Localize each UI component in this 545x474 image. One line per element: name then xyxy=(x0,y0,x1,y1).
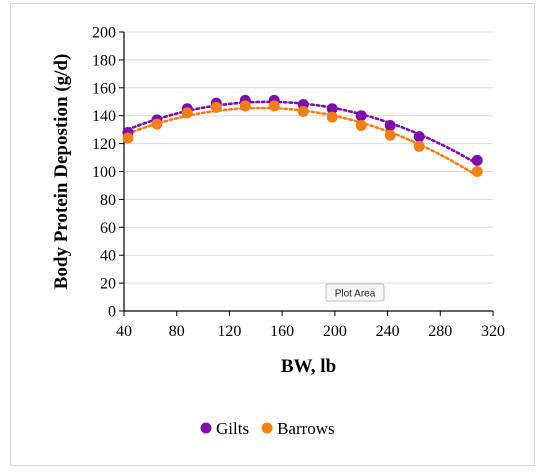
data-point-barrows-10 xyxy=(413,140,425,152)
chart-area[interactable] xyxy=(10,3,535,466)
y-axis-title: Body Protein Depostion (g/d) xyxy=(51,54,72,290)
gridlines xyxy=(124,31,493,284)
y-tick-label-20: 20 xyxy=(100,276,116,293)
data-point-gilts-8 xyxy=(355,110,367,122)
data-point-barrows-5 xyxy=(268,100,280,112)
x-tick-label-80: 80 xyxy=(169,323,185,340)
data-point-gilts-10 xyxy=(413,131,425,143)
x-tick-label-200: 200 xyxy=(323,323,347,340)
data-point-barrows-2 xyxy=(181,107,193,119)
data-point-gilts-7 xyxy=(326,103,338,115)
data-point-barrows-4 xyxy=(239,100,251,112)
x-tick-label-40: 40 xyxy=(116,323,132,340)
legend-marker-barrows xyxy=(261,422,273,434)
legend-label-barrows: Barrows xyxy=(277,419,335,438)
y-axis-ticks: 0 20 40 60 80 100 120 140 160 180 200 xyxy=(92,25,124,321)
data-point-barrows-0 xyxy=(122,132,134,144)
data-point-barrows-7 xyxy=(326,111,338,123)
x-axis-title: BW, lb xyxy=(281,356,336,377)
tooltip-label: Plot Area xyxy=(335,289,376,300)
y-tick-label-80: 80 xyxy=(100,192,116,209)
y-tick-label-120: 120 xyxy=(92,136,116,153)
data-point-barrows-9 xyxy=(384,129,396,141)
legend: Gilts Barrows xyxy=(200,419,335,438)
x-tick-label-280: 280 xyxy=(428,323,452,340)
y-tick-label-0: 0 xyxy=(108,304,116,321)
data-point-barrows-6 xyxy=(297,106,309,118)
y-tick-label-200: 200 xyxy=(92,25,116,42)
x-tick-label-240: 240 xyxy=(376,323,400,340)
data-point-barrows-1 xyxy=(151,118,163,130)
data-point-gilts-11 xyxy=(471,154,483,166)
y-tick-label-60: 60 xyxy=(100,220,116,237)
legend-label-gilts: Gilts xyxy=(216,419,249,438)
y-tick-label-40: 40 xyxy=(100,248,116,265)
trendline-barrows xyxy=(126,106,479,178)
x-tick-label-320: 320 xyxy=(481,323,505,340)
y-tick-label-100: 100 xyxy=(92,164,116,181)
x-tick-label-160: 160 xyxy=(270,323,294,340)
y-tick-label-160: 160 xyxy=(92,80,116,97)
plot-area-tooltip: Plot Area xyxy=(325,283,385,302)
legend-marker-gilts xyxy=(200,422,212,434)
x-axis-ticks: 40 80 120 160 200 240 280 320 xyxy=(116,311,505,340)
data-point-barrows-8 xyxy=(355,119,367,131)
y-tick-label-140: 140 xyxy=(92,108,116,125)
data-point-barrows-11 xyxy=(471,166,483,177)
data-point-barrows-3 xyxy=(210,101,222,113)
y-tick-label-180: 180 xyxy=(92,52,116,69)
data-points xyxy=(122,94,483,177)
x-tick-label-120: 120 xyxy=(217,323,241,340)
data-point-gilts-9 xyxy=(384,119,396,131)
